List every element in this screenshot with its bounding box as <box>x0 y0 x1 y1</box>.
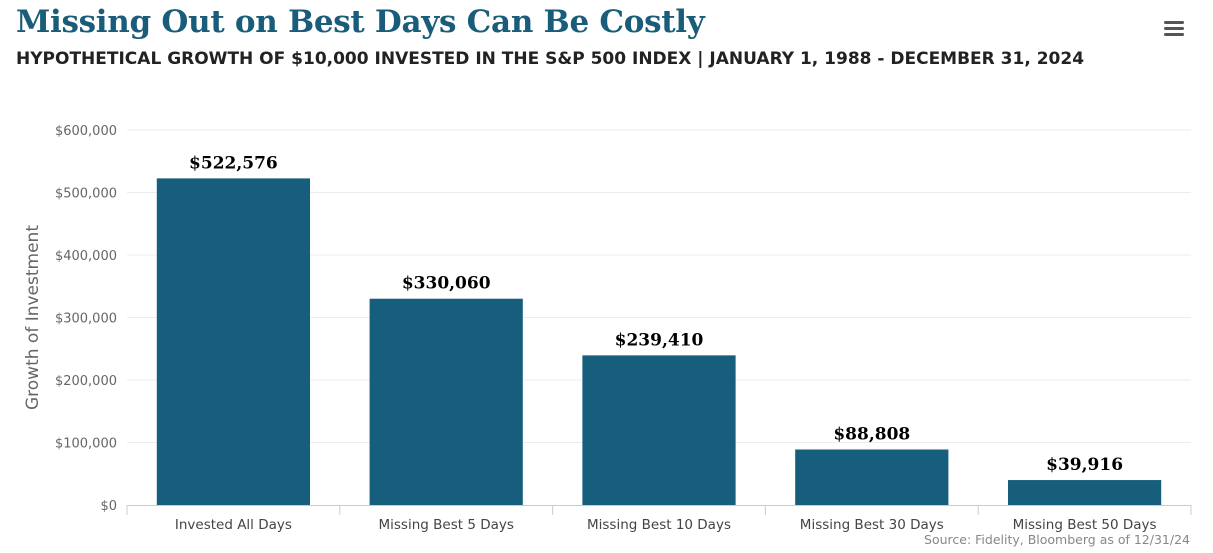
y-tick-label: $200,000 <box>55 374 117 389</box>
chart-title: Missing Out on Best Days Can Be Costly <box>16 4 705 40</box>
y-tick-label: $600,000 <box>55 124 117 139</box>
x-category-label: Missing Best 10 Days <box>587 517 731 533</box>
hamburger-menu-icon[interactable] <box>1160 16 1188 42</box>
bar <box>582 355 736 505</box>
data-label: $39,916 <box>1046 455 1123 475</box>
source-note: Source: Fidelity, Bloomberg as of 12/31/… <box>924 532 1190 547</box>
data-label: $239,410 <box>615 330 704 350</box>
chart-subtitle: HYPOTHETICAL GROWTH OF $10,000 INVESTED … <box>16 49 1085 69</box>
data-label: $88,808 <box>833 424 910 444</box>
bar <box>156 178 311 505</box>
bar <box>795 449 949 505</box>
y-tick-label: $0 <box>100 499 117 514</box>
y-tick-label: $100,000 <box>55 437 117 452</box>
bar <box>1007 480 1162 505</box>
data-label: $522,576 <box>189 153 278 173</box>
y-tick-label: $500,000 <box>55 187 117 202</box>
bar <box>369 298 523 505</box>
x-category-label: Invested All Days <box>175 517 292 533</box>
y-axis-title: Growth of Investment <box>23 225 43 410</box>
x-category-label: Missing Best 30 Days <box>800 517 944 533</box>
y-tick-label: $300,000 <box>55 312 117 327</box>
x-category-label: Missing Best 5 Days <box>379 517 514 533</box>
data-label: $330,060 <box>402 274 491 294</box>
y-tick-label: $400,000 <box>55 249 117 264</box>
x-category-label: Missing Best 50 Days <box>1013 517 1157 533</box>
